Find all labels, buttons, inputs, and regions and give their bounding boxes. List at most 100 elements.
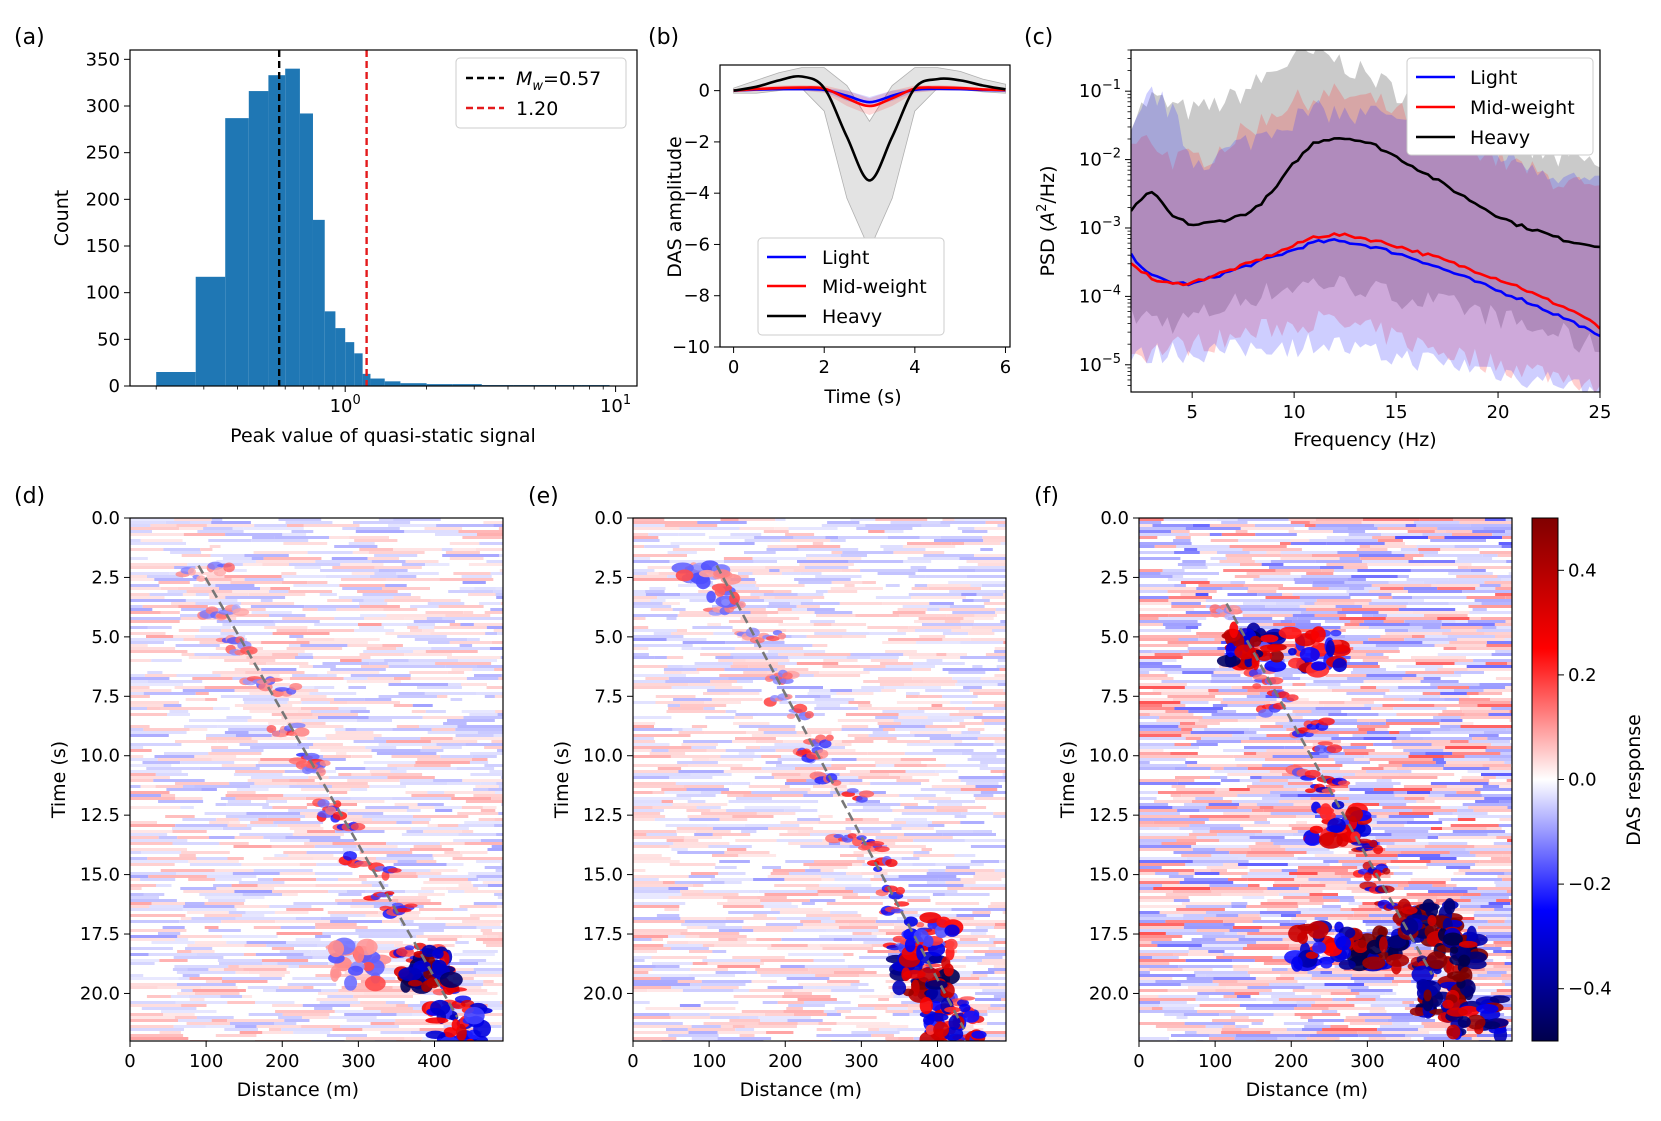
noise-stripe [253, 869, 313, 872]
y-tick-label: 250 [86, 143, 120, 164]
noise-stripe [1284, 626, 1341, 629]
noise-stripe [352, 551, 369, 554]
noise-stripe [1187, 647, 1218, 650]
noise-stripe [993, 995, 1006, 998]
noise-stripe [821, 920, 836, 923]
noise-stripe [960, 821, 985, 824]
noise-stripe [1398, 608, 1456, 611]
noise-stripe [362, 593, 411, 596]
noise-stripe [1237, 794, 1281, 797]
noise-stripe [366, 848, 410, 851]
noise-stripe [1172, 890, 1212, 893]
noise-stripe [778, 662, 797, 665]
noise-stripe [894, 764, 927, 767]
noise-stripe [1280, 620, 1293, 623]
noise-stripe [294, 566, 321, 569]
noise-stripe [1267, 899, 1310, 902]
panel-b-frame [719, 64, 1011, 348]
noise-stripe [130, 872, 177, 875]
noise-stripe [390, 917, 435, 920]
noise-stripe [1358, 905, 1375, 908]
noise-stripe [1443, 767, 1490, 770]
noise-stripe [887, 740, 930, 743]
noise-stripe [633, 944, 664, 947]
noise-stripe [378, 518, 394, 521]
noise-stripe [891, 824, 928, 827]
noise-stripe [276, 932, 323, 935]
noise-stripe [1453, 872, 1466, 875]
noise-stripe [182, 974, 200, 977]
noise-stripe [803, 653, 851, 656]
noise-stripe [633, 560, 670, 563]
noise-stripe [130, 776, 170, 779]
noise-stripe [498, 812, 503, 815]
noise-stripe [1139, 881, 1180, 884]
noise-stripe [658, 572, 693, 575]
noise-stripe [130, 887, 142, 890]
noise-stripe [1415, 662, 1455, 665]
noise-stripe [870, 782, 921, 785]
noise-stripe [1139, 983, 1181, 986]
noise-stripe [469, 713, 498, 716]
noise-stripe [1468, 566, 1512, 569]
noise-stripe [1368, 752, 1410, 755]
noise-stripe [130, 905, 150, 908]
noise-stripe [1281, 914, 1297, 917]
legend-entry-mw: Mw=0.57 [516, 68, 601, 94]
noise-stripe [1309, 521, 1362, 524]
noise-stripe [419, 908, 453, 911]
noise-stripe [834, 971, 877, 974]
noise-stripe [1391, 902, 1440, 905]
legend-entry-mid: Mid-weight [822, 276, 927, 298]
noise-stripe [450, 698, 463, 701]
noise-stripe [417, 686, 462, 689]
noise-stripe [1231, 905, 1247, 908]
noise-stripe [1460, 896, 1509, 899]
y-tick-label: −2 [683, 132, 710, 153]
noise-stripe [973, 794, 994, 797]
noise-stripe [226, 569, 247, 572]
noise-stripe [170, 551, 202, 554]
noise-stripe [1192, 848, 1216, 851]
noise-stripe [1139, 887, 1154, 890]
noise-stripe [1273, 806, 1334, 809]
noise-stripe [899, 794, 936, 797]
noise-stripe [473, 794, 503, 797]
noise-stripe [334, 728, 346, 731]
noise-stripe [130, 695, 150, 698]
noise-stripe [1263, 890, 1323, 893]
heatmap-field [130, 518, 503, 1041]
noise-stripe [744, 539, 781, 542]
noise-stripe [880, 545, 903, 548]
noise-stripe [356, 728, 393, 731]
noise-stripe [1428, 794, 1445, 797]
noise-stripe [657, 596, 717, 599]
noise-stripe [941, 779, 961, 782]
noise-stripe [1485, 662, 1508, 665]
series-line [733, 86, 1006, 108]
noise-stripe [195, 692, 209, 695]
noise-stripe [914, 584, 928, 587]
signal-blob [196, 575, 206, 582]
noise-stripe [320, 917, 348, 920]
noise-stripe [945, 764, 988, 767]
noise-stripe [853, 890, 877, 893]
noise-stripe [1305, 683, 1341, 686]
noise-stripe [328, 890, 347, 893]
noise-stripe [1490, 992, 1512, 995]
noise-stripe [1309, 752, 1320, 755]
noise-stripe [1384, 974, 1438, 977]
noise-stripe [169, 710, 189, 713]
noise-stripe [791, 608, 807, 611]
strong-patch-blob [1325, 640, 1335, 657]
noise-stripe [1352, 857, 1398, 860]
noise-stripe [243, 527, 304, 530]
noise-stripe [845, 818, 863, 821]
noise-stripe [194, 992, 240, 995]
noise-stripe [881, 689, 896, 692]
noise-stripe [294, 830, 308, 833]
moveout-trend-line [197, 564, 459, 1018]
noise-stripe [717, 569, 770, 572]
noise-stripe [1312, 584, 1372, 587]
